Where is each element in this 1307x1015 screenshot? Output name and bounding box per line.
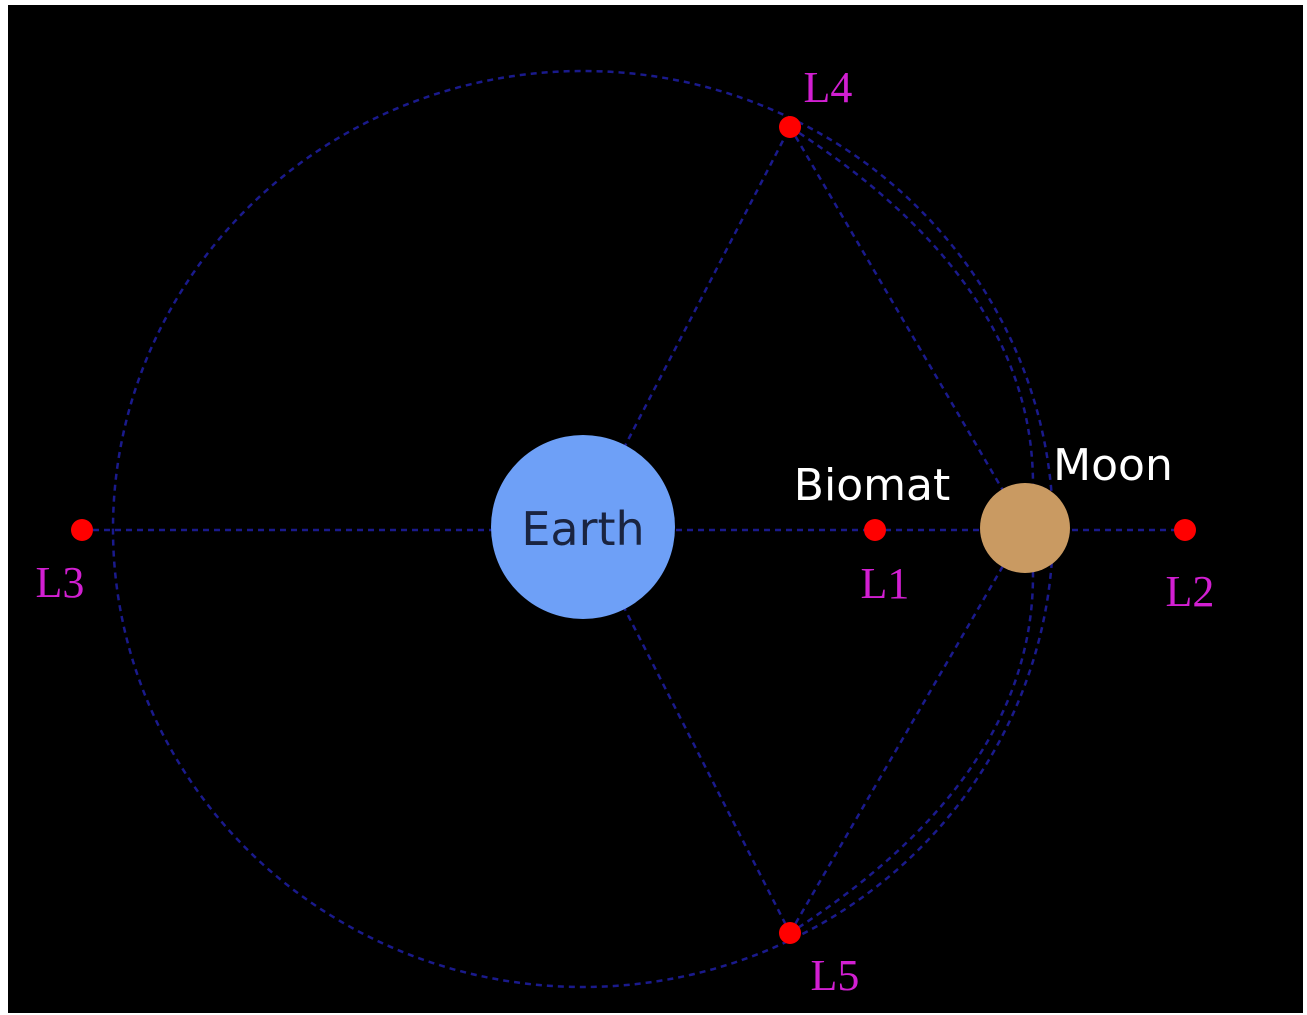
l3-label: L3 [36,558,85,607]
l4-moon-line [788,126,1027,529]
l5-moon-line [788,527,1027,934]
l1-point [864,519,886,541]
l1-label: L1 [861,559,910,608]
l3-point [71,519,93,541]
l2-label: L2 [1166,567,1215,616]
biomat-label: Biomat [794,460,950,511]
l2-point [1174,519,1196,541]
earth-l4-line [581,126,792,528]
l5-point [779,922,801,944]
moon [980,483,1070,573]
moon-label: Moon [1053,440,1173,491]
l4-label: L4 [804,63,853,112]
earth-l5-line [581,526,792,934]
earth [491,435,675,619]
earth-label: Earth [521,502,644,556]
l5-label: L5 [811,951,860,1000]
l4-point [779,116,801,138]
